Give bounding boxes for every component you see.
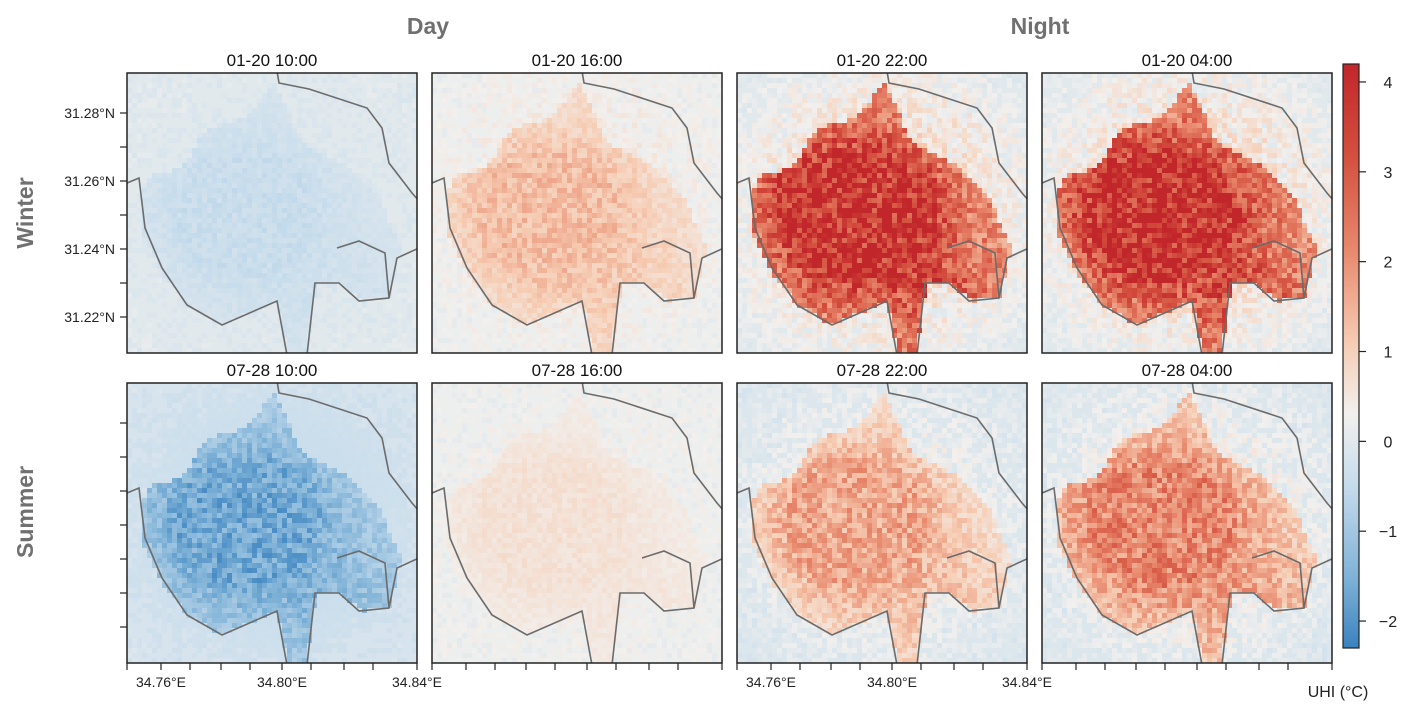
row-label-summer: Summer: [12, 466, 38, 558]
panel-title: 07-28 04:00: [1142, 361, 1233, 380]
heatmap-cells: [737, 73, 1027, 353]
x-tick-label: 34.80°E: [257, 674, 307, 690]
colorbar-tick-label: 3: [1384, 165, 1393, 182]
colorbar-tick-label: −1: [1379, 524, 1397, 541]
panel-title: 01-20 04:00: [1142, 51, 1233, 70]
panel-grid: 01-20 10:00 01-20 16:00 01-20 22:00 01-20 0…: [126, 51, 1333, 664]
y-tick-label: 31.26°N: [64, 173, 115, 189]
colorbar-tick-label: 1: [1384, 345, 1393, 362]
district-boundary: [127, 73, 417, 353]
panel-frame: [126, 382, 418, 664]
x-tick-label: 34.84°E: [392, 674, 442, 690]
heatmap-cells: [127, 73, 417, 353]
map-panel: 01-20 04:00: [1041, 51, 1333, 354]
map-panel: 07-28 04:00: [1041, 361, 1333, 664]
panel-title: 01-20 10:00: [227, 51, 318, 70]
y-tick-label: 31.28°N: [64, 105, 115, 121]
colorbar-tick-label: 2: [1384, 255, 1393, 272]
heatmap-cells: [1042, 73, 1332, 353]
y-tick-label: 31.24°N: [64, 241, 115, 257]
panel-frame: [736, 382, 1028, 664]
map-panel: 07-28 22:00: [736, 361, 1028, 664]
district-boundary: [1042, 383, 1332, 663]
district-boundary: [737, 383, 1027, 663]
x-tick-label: 34.76°E: [746, 674, 796, 690]
panel-title: 07-28 10:00: [227, 361, 318, 380]
colorbar: 4 3 2 1 0 −1 −2 UHI (°C): [1308, 63, 1397, 701]
x-tick-label: 34.76°E: [136, 674, 186, 690]
map-axes: 31.28°N 31.26°N 31.24°N 31.22°N 34.76°E 34.80…: [64, 105, 1333, 690]
heatmap-cells: [737, 383, 1027, 663]
y-tick-label: 31.22°N: [64, 309, 115, 325]
panel-title: 07-28 16:00: [532, 361, 623, 380]
heatmap-cells: [1042, 383, 1332, 663]
panel-title: 07-28 22:00: [837, 361, 928, 380]
district-boundary: [432, 383, 722, 663]
map-panel: 01-20 22:00: [736, 51, 1028, 354]
map-panel: 01-20 10:00: [126, 51, 418, 354]
heatmap-cells: [432, 73, 722, 353]
heatmap-cells: [432, 383, 722, 663]
map-panel: 07-28 10:00: [126, 361, 418, 664]
x-tick-label: 34.80°E: [867, 674, 917, 690]
panel-frame: [1041, 72, 1333, 354]
district-boundary: [1042, 73, 1332, 353]
x-tick-label: 34.84°E: [1002, 674, 1052, 690]
colorbar-tick-label: 0: [1384, 434, 1393, 451]
district-boundary: [432, 73, 722, 353]
district-boundary: [127, 383, 417, 663]
colorbar-tick-label: 4: [1384, 75, 1393, 92]
panel-frame: [1041, 382, 1333, 664]
colorbar-ticks: 4 3 2 1 0 −1 −2: [1359, 75, 1397, 631]
panel-frame: [126, 72, 418, 354]
panel-frame: [431, 72, 723, 354]
row-label-winter: Winter: [12, 177, 38, 248]
colorbar-gradient: [1342, 63, 1360, 649]
panel-title: 01-20 22:00: [837, 51, 928, 70]
heatmap-cells: [127, 383, 417, 663]
map-panel: 07-28 16:00: [431, 361, 723, 664]
header-night: Night: [1011, 13, 1070, 39]
district-boundary: [737, 73, 1027, 353]
colorbar-label: UHI (°C): [1308, 684, 1369, 701]
header-day: Day: [407, 13, 449, 39]
panel-title: 01-20 16:00: [532, 51, 623, 70]
panel-frame: [736, 72, 1028, 354]
map-panel: 01-20 16:00: [431, 51, 723, 354]
colorbar-tick-label: −2: [1379, 614, 1397, 631]
panel-frame: [431, 382, 723, 664]
